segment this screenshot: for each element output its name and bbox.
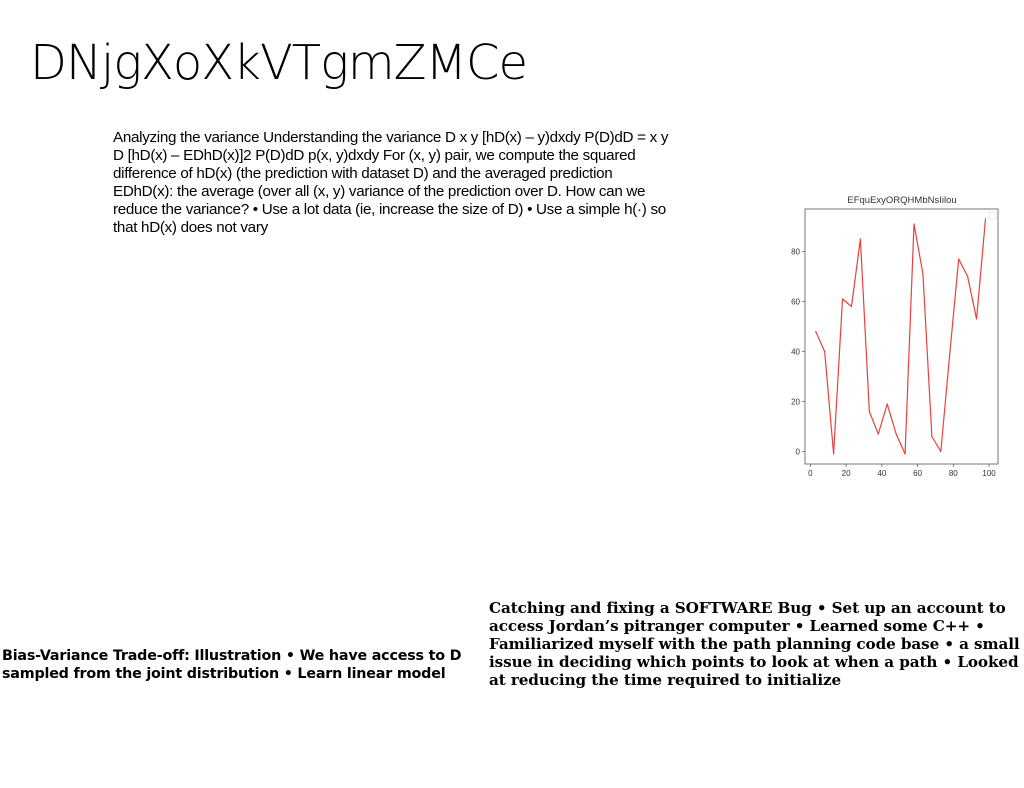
data-point [913,223,915,225]
data-point [841,298,844,300]
data-point [967,275,969,278]
series-layer [815,218,987,455]
chart-frame [804,208,999,465]
y-tick-label: 0 [796,448,801,457]
data-point [824,350,826,353]
data-point [975,318,978,320]
y-tick-label: 40 [791,348,800,357]
x-tick-label: 60 [913,469,922,478]
y-axis: 0 20 40 60 80 [791,248,805,457]
caption-left: Bias-Variance Trade-off: Illustration • … [2,648,462,682]
x-tick-label: 40 [877,469,886,478]
line-chart: EFquExyORQHMbNsIilou 0 20 40 60 80 0 20 40 60 80… [791,195,999,478]
data-point [815,330,817,333]
x-tick-label: 0 [808,469,813,478]
chart-title: EFquExyORQHMbNsIilou [847,195,956,206]
data-point [877,433,879,435]
data-point [859,238,861,240]
slide-title: DNjgXoXkVTgmZMCe [30,35,528,91]
x-tick-label: 100 [982,469,996,478]
caption-right: Catching and fixing a SOFTWARE Bug • Set… [489,599,1020,689]
data-point [940,450,942,453]
x-tick-label: 20 [842,469,851,478]
data-point [832,453,835,455]
data-point [922,273,924,275]
data-point [868,410,870,413]
body-paragraph: Analyzing the variance Understanding the… [113,129,669,236]
data-point [895,433,897,435]
y-tick-label: 80 [791,248,800,257]
y-tick-label: 60 [791,298,800,307]
data-point [984,218,987,220]
x-axis: 0 20 40 60 80 100 [808,464,996,478]
data-point [850,305,853,308]
data-point [904,453,906,455]
data-point [931,435,933,438]
y-tick-label: 20 [791,398,800,407]
data-point [949,353,951,355]
data-point [886,403,888,405]
series-line [815,218,987,455]
legend-box [988,211,997,220]
x-tick-label: 80 [949,469,958,478]
data-point [958,258,960,260]
